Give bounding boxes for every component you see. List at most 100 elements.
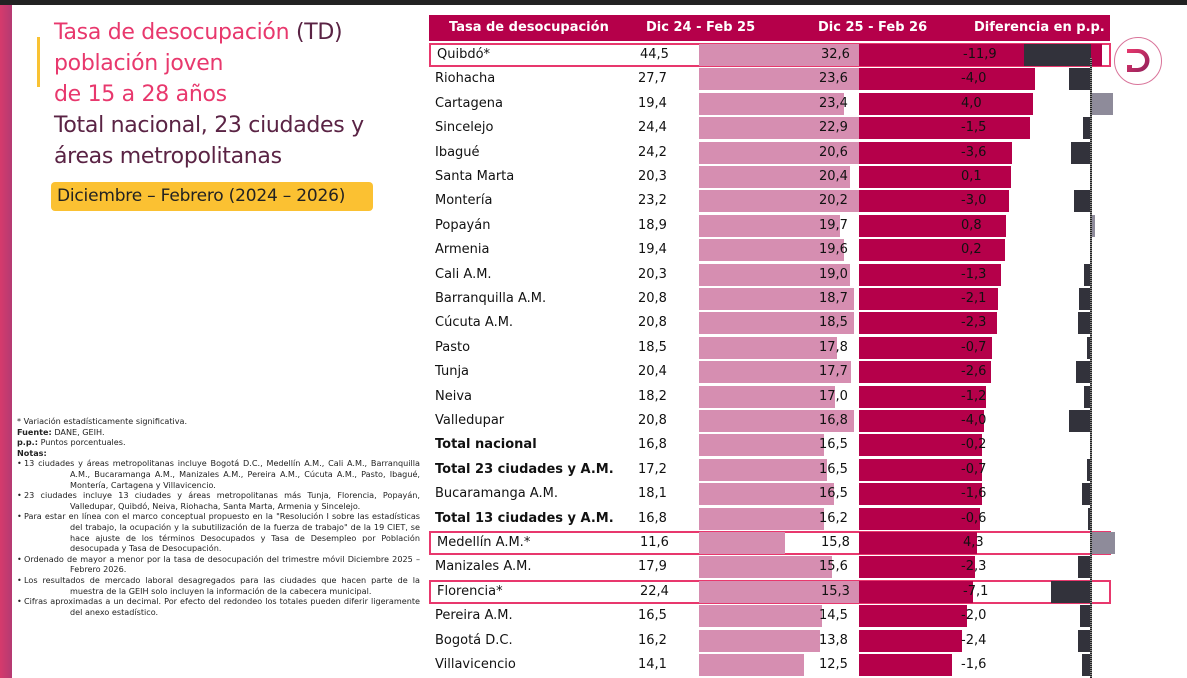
bullet-icon: • [17,574,22,585]
note-item: • Cifras aproximadas a un decimal. Por ef… [17,596,420,617]
value-difference: -1,6 [961,486,987,502]
value-prev-period: 20,3 [638,169,667,184]
value-curr-period: 17,0 [819,388,848,404]
value-prev-period: 24,4 [638,120,667,136]
city-name: Quibdó* [437,47,491,62]
city-name: Tunja [435,364,470,380]
value-difference: -1,3 [961,266,987,282]
bar-difference-negative [1068,410,1091,432]
top-bar [0,0,1187,5]
bar-prev-period [699,410,854,432]
city-name: Pasto [435,339,471,355]
bar-curr-period [859,141,1013,164]
value-curr-period: 20,2 [819,193,848,209]
value-curr-period: 22,9 [819,120,848,136]
value-difference: 0,1 [961,169,982,184]
value-prev-period: 27,7 [638,71,667,87]
table-row: Barranquilla A.M. 20,8 18,7 -2,1 [429,287,1111,311]
value-prev-period: 16,5 [638,608,667,624]
value-curr-period: 14,5 [819,608,848,624]
value-prev-period: 23,2 [638,193,667,209]
value-curr-period: 16,5 [819,486,848,502]
value-prev-period: 17,2 [638,461,667,477]
page-title: Tasa de desocupación (TD) población jove… [54,17,414,172]
value-prev-period: 18,5 [638,339,667,355]
bar-prev-period [699,580,866,603]
bar-difference-negative [1084,385,1091,408]
source-label: Fuente: [17,426,52,437]
value-difference: 0,8 [961,217,982,233]
value-prev-period: 20,3 [638,266,667,282]
value-curr-period: 20,6 [819,144,848,160]
notes-label: Notas: [17,447,47,458]
value-difference: -0,6 [961,510,987,526]
table-row: Manizales A.M. 17,9 15,6 -2,3 [429,555,1111,579]
value-difference: -4,0 [961,71,987,87]
value-prev-period: 11,6 [640,535,669,550]
value-difference: -2,3 [961,315,987,331]
bar-curr-period [859,214,1006,237]
city-name: Armenia [435,242,490,258]
note-item: • Para estar en línea con el marco concep… [17,511,420,553]
table-row: Valledupar 20,8 16,8 -4,0 [429,409,1111,433]
value-prev-period: 44,5 [640,47,669,62]
table-row: Bogotá D.C. 16,2 13,8 -2,4 [429,629,1111,653]
value-prev-period: 20,8 [638,413,667,428]
bar-curr-period [859,532,977,554]
value-prev-period: 20,8 [638,315,667,331]
table-row: Medellín A.M.* 11,6 15,8 4,3 [429,531,1116,556]
bar-prev-period [699,141,880,164]
value-prev-period: 16,8 [638,510,667,526]
city-name: Valledupar [435,413,505,428]
bar-difference-positive [1091,214,1096,237]
bullet-icon: • [17,511,22,522]
significance-note: * Variación estadísticamente significati… [17,416,188,426]
bar-difference-negative [1024,44,1091,66]
bar-curr-period [859,385,986,408]
value-difference: -0,2 [961,437,987,453]
city-name: Total 13 ciudades y A.M. [435,510,614,526]
value-prev-period: 19,4 [638,242,667,258]
bar-curr-period [859,166,1011,188]
bar-difference-negative [1074,190,1091,213]
bar-curr-period [859,361,991,384]
city-name: Pereira A.M. [435,608,513,624]
city-name: Neiva [435,388,472,404]
value-curr-period: 32,6 [821,47,850,62]
bar-curr-period [859,239,1006,262]
bar-curr-period [859,117,1030,140]
bar-prev-period [699,385,835,408]
bar-difference-negative [1078,312,1091,335]
note-text: Para estar en línea con el marco concept… [24,511,420,554]
bullet-icon: • [17,596,22,607]
value-curr-period: 15,6 [819,559,848,575]
city-name: Sincelejo [435,120,494,136]
table-row: Montería 23,2 20,2 -3,0 [429,189,1111,213]
bar-curr-period [859,483,982,506]
value-curr-period: 17,7 [819,364,848,380]
bar-prev-period [699,629,820,652]
value-curr-period: 23,6 [819,71,848,87]
title-abbrev: (TD) [295,20,343,45]
pp-note: p.p.: Puntos porcentuales. [17,437,420,448]
bar-prev-period [699,288,854,310]
city-name: Cúcuta A.M. [435,315,514,331]
table-row: Florencia* 22,4 15,3 -7,1 [429,579,1111,605]
value-difference: 4,3 [963,535,984,550]
bar-prev-period [699,605,822,628]
value-difference: -11,9 [963,47,997,62]
value-difference: -4,0 [961,413,987,428]
city-name: Barranquilla A.M. [435,291,547,306]
title-line-4: Total nacional, 23 ciudades y [54,113,364,138]
value-difference: -2,3 [961,559,987,575]
source-value: DANE, GEIH. [54,426,105,437]
bar-curr-period [859,336,992,359]
bar-difference-negative [1082,117,1091,140]
header-curr-period: Dic 25 - Feb 26 [818,20,928,35]
table-row: Pasto 18,5 17,8 -0,7 [429,336,1111,360]
note-item: • Los resultados de mercado laboral desag… [17,575,420,596]
title-main: Tasa de desocupación [54,20,290,45]
value-difference: -0,7 [961,339,987,355]
bar-prev-period [699,166,851,188]
header-city: Tasa de desocupación [449,20,609,35]
